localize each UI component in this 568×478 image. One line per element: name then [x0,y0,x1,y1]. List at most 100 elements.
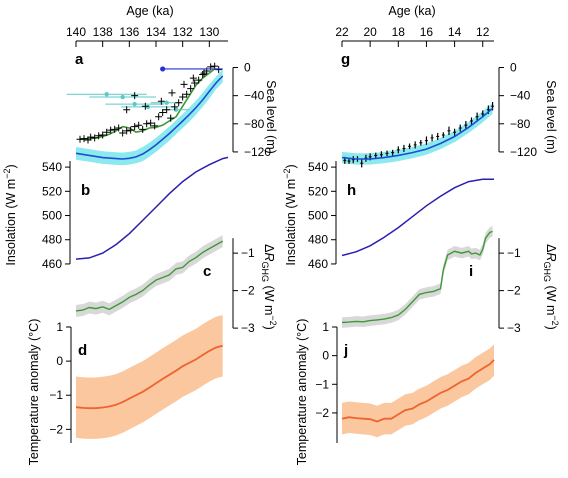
panel-letter-i: i [469,263,473,280]
age-tick-label-right-18: 18 [392,25,406,39]
insolation-tick-label-b-460: 460 [42,257,62,271]
temperature-line-j [341,359,495,423]
sealevel-cross-20 [155,113,163,121]
panel-letter-h: h [347,182,356,199]
sealevel-band-g [342,102,493,165]
sealevel-cross-0 [76,135,84,143]
sealevel-cyan-point-4 [164,100,169,105]
age-tick-label-left-130: 130 [199,25,219,39]
sealevel-cross-43 [200,69,208,77]
age-tick-label-left-140: 140 [66,25,86,39]
age-tick-label-left-132: 132 [173,25,193,39]
sealevel-cross-9 [111,125,119,133]
panel-letter-a: a [75,51,84,68]
sealevel-cross-7 [103,128,111,136]
sealevel-cross-27 [183,90,191,98]
sealevel-cross-12 [123,127,131,135]
sealevel-cross-19 [151,122,159,130]
sealevel-cross-10 [115,124,123,132]
insolation-tick-label-h-460: 460 [308,257,328,271]
sealevel-cross-8 [107,126,115,134]
panel-letter-g: g [341,51,350,68]
insolation-label-right: Insolation (W m−2) [282,164,298,265]
sealevel-tick-label-g--40: −40 [510,89,531,103]
sealevel-tick-label-a-0: 0 [244,61,251,75]
sealevel-tick-label-a--80: −80 [244,117,265,131]
ghg-label-right: ΔRGHG (W m−2) [542,244,560,330]
sealevel-cross-17 [143,120,151,128]
sealevel-label-right: Sea level (m) [544,80,558,154]
ghg-tick-label-i--2: −2 [507,284,521,298]
sealevel-band-a [76,69,223,166]
sealevel-cross-41 [180,80,188,88]
temperature-tick-label-j--1: −1 [315,377,329,391]
temperature-label-right: Temperature anomaly (°C) [295,319,309,466]
age-tick-label-right-22: 22 [335,25,349,39]
insolation-tick-label-h-520: 520 [308,184,328,198]
sealevel-cross-37 [131,92,139,100]
sealevel-cyan-point-2 [132,101,137,107]
ghg-label-left: ΔRGHG (W m−2) [260,244,278,330]
sealevel-cross-36 [123,106,131,114]
sealevel-line-a [75,75,224,160]
sealevel-cross-39 [157,97,165,105]
ghg-tick-label-c--1: −1 [241,246,255,260]
temperature-tick-label-j-1: 1 [322,320,329,334]
sealevel-cross-24 [171,103,179,111]
temperature-label-left: Temperature anomaly (°C) [27,319,41,466]
temperature-tick-label-d-0: 0 [56,354,63,368]
ghg-band-c [76,235,223,317]
insolation-tick-label-b-480: 480 [42,233,62,247]
right-column: Age (ka) Insolation (W m−2) Temperature … [282,4,560,465]
sealevel-cyan-point-1 [120,94,125,100]
sealevel-tick-label-g--120: −120 [510,145,537,159]
insolation-line-h [341,178,494,257]
sealevel-cross-14 [131,123,139,131]
age-tick-label-left-138: 138 [93,25,113,39]
ghg-tick-label-c--3: −3 [241,321,255,335]
insolation-tick-label-b-540: 540 [42,160,62,174]
sealevel-label-left: Sea level (m) [264,80,278,154]
sealevel-cross-42 [189,74,197,82]
sealevel-cross-6 [99,131,107,139]
sealevel-cross-22 [163,106,171,114]
temperature-tick-label-d--1: −1 [49,388,63,402]
panel-letter-d: d [78,342,87,359]
sealevel-cross-1 [80,135,88,143]
top-age-label-right: Age (ka) [388,4,435,18]
temperature-tick-label-d--2: −2 [49,422,63,436]
sealevel-tick-label-g--80: −80 [510,117,531,131]
panel-letter-c: c [203,263,211,280]
age-tick-label-right-14: 14 [448,25,462,39]
ghg-tick-label-i--1: −1 [507,246,521,260]
temperature-band-j [342,344,494,438]
panel-letter-b: b [81,182,90,199]
sealevel-tick-label-a--40: −40 [244,89,265,103]
age-tick-label-left-136: 136 [119,25,139,39]
ghg-line-i [341,230,493,324]
temperature-tick-label-d-1: 1 [56,320,63,334]
sealevel-cross-5 [95,132,103,140]
sealevel-blue-point [160,66,166,72]
sealevel-cross-31 [199,71,207,79]
sealevel-cross-21 [159,109,167,117]
sealevel-cross-40 [168,89,176,97]
sealevel-cyan-point-0 [104,92,109,97]
sealevel-cross-35 [215,66,223,74]
left-column: Age (ka) Insolation (W m−2) Temperature … [2,4,278,465]
sealevel-cross-15 [135,121,143,129]
age-tick-label-right-20: 20 [363,25,377,39]
ghg-line-c [75,240,224,312]
temperature-band-d [76,315,223,439]
insolation-tick-label-h-480: 480 [308,233,328,247]
sealevel-cross-3 [87,133,95,141]
sealevel-cross-23 [167,114,175,122]
sealevel-cross-16 [139,125,147,133]
panel-letter-j: j [343,342,348,359]
ghg-tick-label-i--3: −3 [507,321,521,335]
sealevel-cross-26 [179,93,187,101]
sealevel-cross-13 [127,126,135,134]
age-tick-label-right-12: 12 [476,25,490,39]
sealevel-cross-11 [119,129,127,137]
sealevel-cross-4 [91,134,99,142]
